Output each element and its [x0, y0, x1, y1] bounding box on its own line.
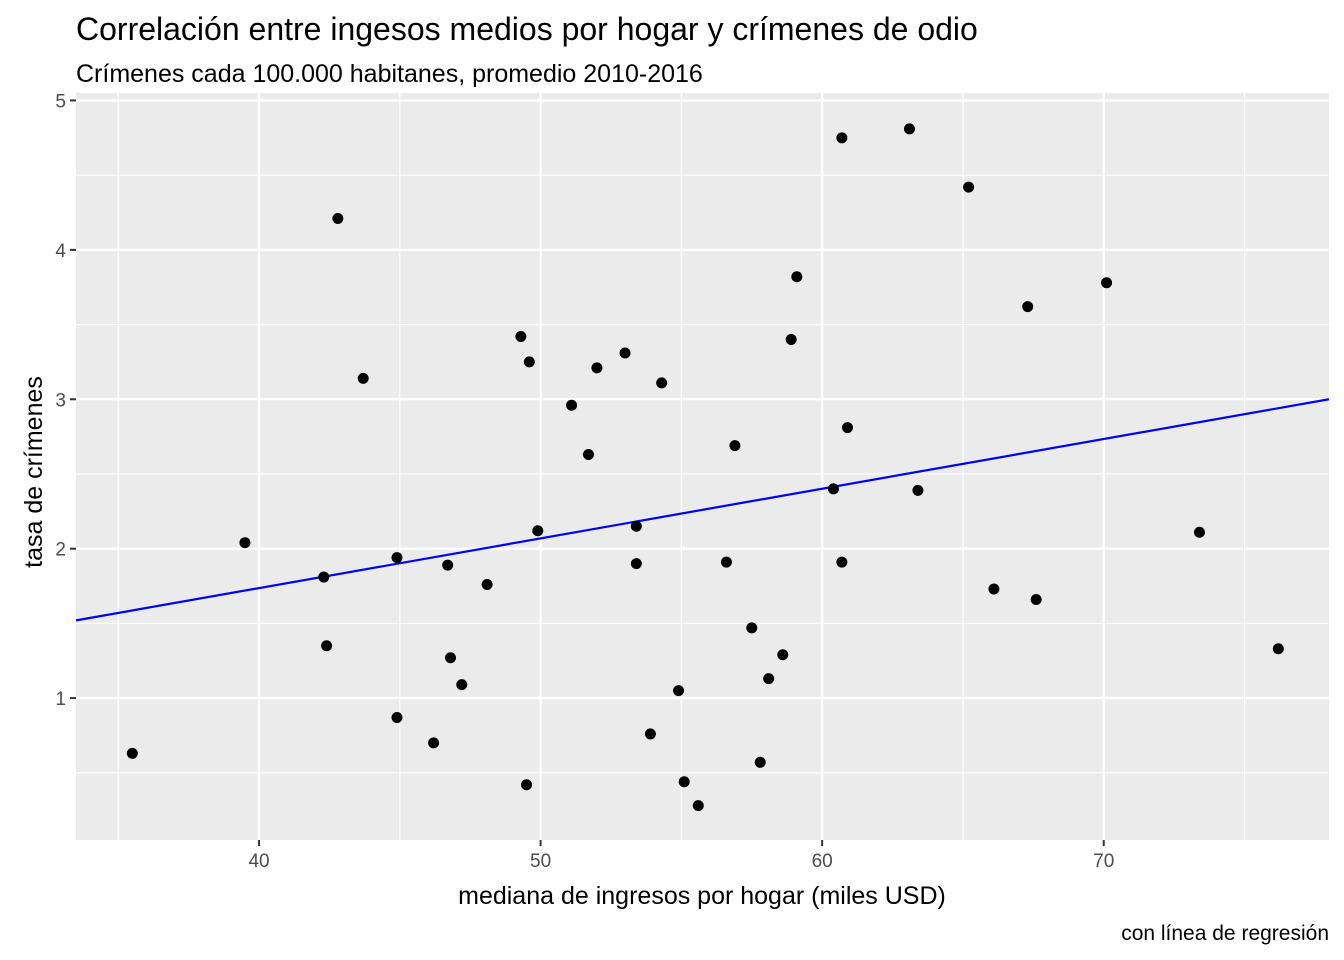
- y-tick-label: 3: [55, 390, 66, 411]
- x-tick-label: 60: [812, 851, 833, 872]
- data-point: [644, 728, 656, 740]
- data-point: [912, 484, 924, 496]
- data-point: [746, 622, 758, 634]
- data-point: [357, 372, 369, 384]
- data-point: [582, 449, 594, 461]
- y-axis-title: tasa de crímenes: [20, 376, 48, 568]
- chart-subtitle: Crímenes cada 100.000 habitanes, promedi…: [76, 60, 703, 88]
- data-point: [673, 685, 685, 697]
- data-point: [1030, 593, 1042, 605]
- data-point: [763, 673, 775, 685]
- plot-panel: [76, 93, 1329, 840]
- y-tick-label: 1: [55, 689, 66, 710]
- x-tick-label: 70: [1093, 851, 1114, 872]
- major-gridlines: [76, 93, 1329, 840]
- data-point: [1022, 301, 1034, 313]
- data-point: [428, 737, 440, 749]
- data-points: [126, 123, 1284, 812]
- chart-title: Correlación entre ingesos medios por hog…: [76, 11, 978, 47]
- data-point: [1272, 643, 1284, 655]
- y-axis-ticks: 1 2 3 4 5: [55, 91, 76, 710]
- data-point: [591, 362, 603, 374]
- data-point: [619, 347, 631, 359]
- y-tick-label: 4: [55, 241, 66, 262]
- data-point: [321, 640, 333, 652]
- y-tick-label: 5: [55, 91, 66, 112]
- data-point: [391, 711, 403, 723]
- data-point: [656, 377, 668, 389]
- data-point: [523, 356, 535, 368]
- data-point: [566, 399, 578, 411]
- data-point: [720, 556, 732, 568]
- data-point: [678, 776, 690, 788]
- data-point: [777, 649, 789, 661]
- data-point: [532, 525, 544, 537]
- data-point: [444, 652, 456, 664]
- data-point: [729, 440, 741, 452]
- data-point: [318, 571, 330, 583]
- data-point: [842, 422, 854, 434]
- data-point: [754, 756, 766, 768]
- data-point: [827, 483, 839, 495]
- data-point: [391, 552, 403, 564]
- data-point: [903, 123, 915, 135]
- x-tick-label: 40: [248, 851, 269, 872]
- x-axis-ticks: 40 50 60 70: [248, 840, 1114, 872]
- data-point: [521, 779, 533, 791]
- data-point: [785, 334, 797, 346]
- data-point: [515, 331, 527, 343]
- data-point: [442, 559, 454, 571]
- chart-caption: con línea de regresión: [1121, 922, 1329, 945]
- data-point: [630, 558, 642, 570]
- data-point: [239, 537, 251, 549]
- data-point: [1101, 277, 1113, 289]
- data-point: [332, 212, 344, 224]
- data-point: [1193, 526, 1205, 538]
- data-point: [963, 181, 975, 193]
- x-tick-label: 50: [530, 851, 551, 872]
- x-axis-title: mediana de ingresos por hogar (miles USD…: [458, 882, 946, 910]
- data-point: [791, 271, 803, 283]
- y-tick-label: 2: [55, 540, 66, 561]
- data-point: [630, 520, 642, 532]
- data-point: [988, 583, 1000, 595]
- data-point: [836, 132, 848, 144]
- minor-gridlines: [76, 93, 1329, 840]
- regression-line: [75, 398, 1330, 622]
- data-point: [836, 556, 848, 568]
- data-point: [456, 679, 468, 691]
- data-point: [481, 579, 493, 591]
- data-point: [126, 747, 138, 759]
- data-point: [692, 800, 704, 812]
